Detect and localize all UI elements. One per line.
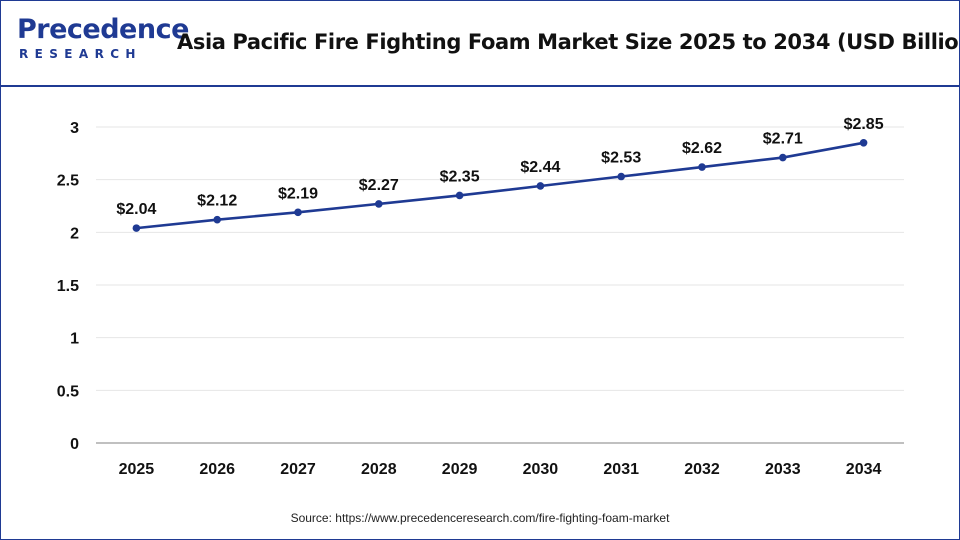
source-note: Source: https://www.precedenceresearch.c…: [290, 511, 670, 525]
data-point: [698, 163, 706, 171]
data-labels: $2.04 $2.12 $2.19 $2.27 $2.35 $2.44 $2.53 $2.62…: [116, 116, 883, 218]
y-tick-label: 0.5: [57, 383, 79, 400]
y-tick-label: 2: [70, 225, 79, 242]
y-tick-label: 1.5: [57, 278, 79, 295]
series-line: [135, 141, 865, 230]
y-tick-label: 1: [70, 331, 79, 348]
data-label: $2.35: [440, 168, 480, 185]
x-tick-label: 2031: [603, 461, 639, 478]
data-point: [375, 200, 383, 208]
data-point: [213, 215, 221, 224]
x-tick-label: 2032: [684, 461, 720, 478]
x-axis: 2025 2026 2027 2028 2029 2030 2031 2032 2033 2034: [96, 442, 904, 478]
data-label: $2.62: [682, 140, 722, 157]
data-label: $2.53: [601, 150, 641, 167]
data-label: $2.44: [520, 159, 560, 176]
data-point: [455, 191, 464, 200]
data-point: [294, 208, 302, 217]
data-label: $2.27: [359, 177, 399, 194]
x-tick-label: 2027: [280, 461, 316, 478]
x-tick-label: 2029: [442, 461, 478, 478]
data-label: $2.12: [197, 193, 237, 210]
data-label: $2.71: [763, 131, 803, 148]
logo-subtext: RESEARCH: [19, 47, 142, 61]
x-tick-label: 2030: [523, 461, 559, 478]
y-tick-label: 2.5: [57, 173, 79, 190]
y-axis: 0 0.5 1 1.5 2 2.5 3: [57, 120, 79, 453]
data-point: [859, 139, 868, 147]
chart-title: Asia Pacific Fire Fighting Foam Market S…: [177, 30, 960, 54]
x-tick-label: 2025: [119, 461, 155, 478]
data-label: $2.85: [844, 116, 884, 133]
brand-logo: Precedence RESEARCH: [17, 15, 189, 65]
x-tick-label: 2028: [361, 461, 397, 478]
data-point: [132, 224, 141, 232]
data-point: [617, 172, 625, 181]
logo-wordmark: Precedence: [17, 14, 189, 45]
y-tick-label: 0: [70, 436, 79, 453]
y-tick-label: 3: [70, 120, 79, 137]
header: Precedence RESEARCH Asia Pacific Fire Fi…: [1, 1, 960, 87]
data-point: [536, 182, 545, 190]
data-label: $2.19: [278, 185, 318, 202]
data-label: $2.04: [116, 201, 156, 218]
grid-lines: [96, 126, 904, 391]
x-tick-label: 2034: [846, 461, 882, 478]
x-tick-label: 2026: [199, 461, 235, 478]
x-tick-label: 2033: [765, 461, 801, 478]
series: [132, 139, 868, 232]
data-point: [779, 153, 787, 162]
